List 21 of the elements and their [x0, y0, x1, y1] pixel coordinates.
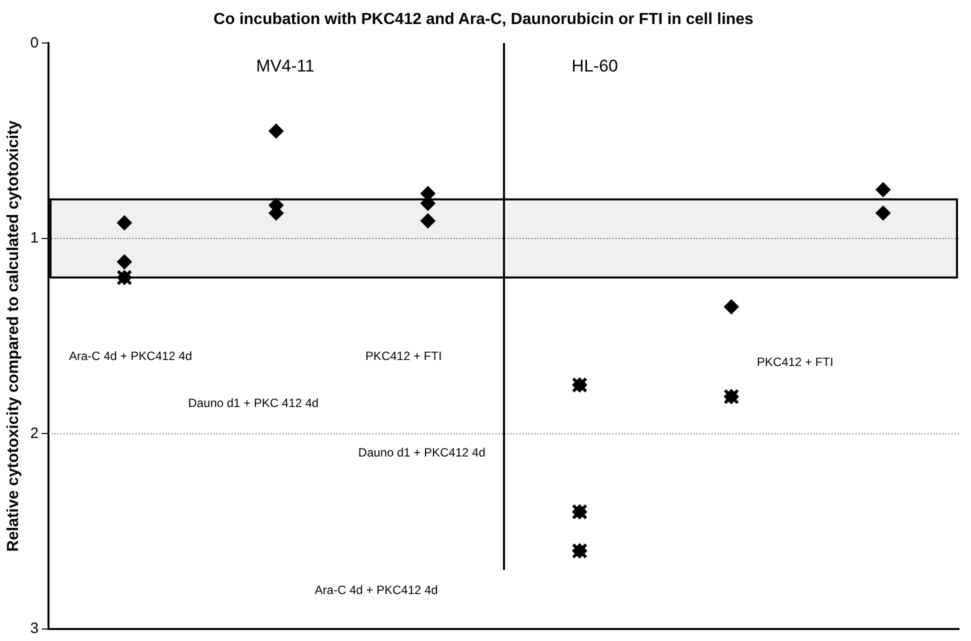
point: [116, 215, 132, 230]
y-tick-label: 1: [30, 230, 39, 247]
y-tick-label: 3: [30, 620, 39, 638]
y-tick-label: 2: [30, 424, 39, 442]
annotation: Ara-C 4d + PKC412 4d: [68, 348, 192, 363]
point: [876, 182, 891, 198]
point: [724, 299, 739, 314]
point: [116, 254, 132, 270]
annotation: PKC412 + FTI: [365, 348, 442, 363]
annotation: Ara-C 4d + PKC412 4d: [314, 583, 438, 598]
y-axis-title: Relative cytotoxicity compared to calculated cytotoxicity: [5, 120, 22, 552]
y-tick-label: 0: [30, 34, 39, 52]
annotation: Dauno d1 + PKC 412 4d: [188, 396, 319, 410]
annotation: PKC412 + FTI: [756, 354, 834, 369]
annotation: HL-60: [572, 56, 618, 76]
point: [876, 206, 891, 221]
annotation: Dauno d1 + PKC412 4d: [358, 446, 486, 460]
annotation: MV4-11: [256, 56, 314, 76]
chart-title: Co incubation with PKC412 and Ara-C, Daunorubicin or FTI in cell lines: [214, 11, 754, 28]
point: [420, 213, 436, 228]
point: [268, 124, 284, 139]
